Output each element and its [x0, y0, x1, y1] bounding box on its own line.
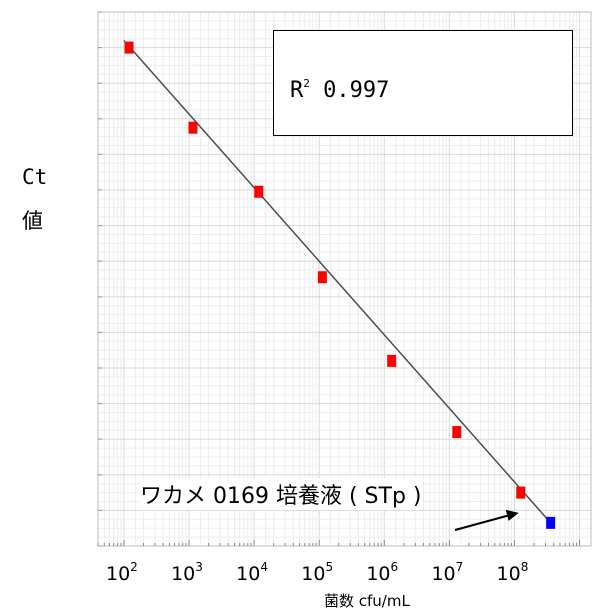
- x-tick-label-exponent: 5: [325, 560, 333, 574]
- r-squared-box: R2 0.997: [273, 30, 573, 136]
- standard-point: [188, 121, 198, 134]
- x-tick-label-exponent: 8: [521, 560, 529, 574]
- sample-annotation: ワカメ 0169 培養液 ( STp ): [140, 478, 422, 510]
- annotation-arrow-head: [505, 509, 519, 521]
- y-axis-ticks: [98, 11, 102, 547]
- standard-point: [317, 271, 327, 284]
- r-squared-label: R: [290, 78, 304, 103]
- x-tick-label-exponent: 7: [456, 560, 464, 574]
- annotation-arrow: [454, 513, 511, 531]
- x-tick-label-base: 10: [431, 563, 455, 585]
- x-tick-label: 103: [171, 560, 203, 585]
- y-axis-label-ct: Ct: [22, 165, 48, 189]
- x-tick-label: 108: [497, 560, 529, 585]
- x-tick-label: 105: [301, 560, 333, 585]
- standard-point: [254, 185, 264, 198]
- x-axis-ticks: 102 103 104 105 106 107 108: [97, 540, 581, 585]
- x-tick-label-base: 10: [366, 563, 390, 585]
- data-points: [124, 41, 556, 529]
- regression-line: [123, 39, 552, 524]
- x-tick-label-exponent: 3: [195, 560, 203, 574]
- r-squared-superscript: 2: [303, 77, 310, 90]
- x-tick-label-base: 10: [497, 563, 521, 585]
- standard-point: [124, 41, 134, 54]
- x-tick-label-base: 10: [301, 563, 325, 585]
- x-tick-label: 106: [366, 560, 398, 585]
- r-squared-text: R2 0.997: [290, 77, 389, 103]
- x-tick-label-base: 10: [171, 563, 195, 585]
- x-tick-label-exponent: 4: [260, 560, 268, 574]
- x-tick-label-exponent: 6: [391, 560, 399, 574]
- r-squared-value: 0.997: [323, 78, 390, 103]
- y-axis-label-value: 値: [22, 209, 43, 233]
- x-tick-label: 107: [431, 560, 463, 585]
- x-tick-label-base: 10: [236, 563, 260, 585]
- x-tick-label-exponent: 2: [130, 560, 138, 574]
- x-tick-label-base: 10: [106, 563, 130, 585]
- standard-point: [516, 486, 526, 499]
- x-axis-title: 菌数 cfu/mL: [324, 592, 410, 610]
- sample-point: [546, 516, 556, 529]
- standard-point: [452, 426, 462, 439]
- standard-point: [387, 354, 397, 367]
- x-tick-label: 102: [106, 560, 138, 585]
- x-tick-label: 104: [236, 560, 268, 585]
- plot-area-frame: [97, 11, 592, 547]
